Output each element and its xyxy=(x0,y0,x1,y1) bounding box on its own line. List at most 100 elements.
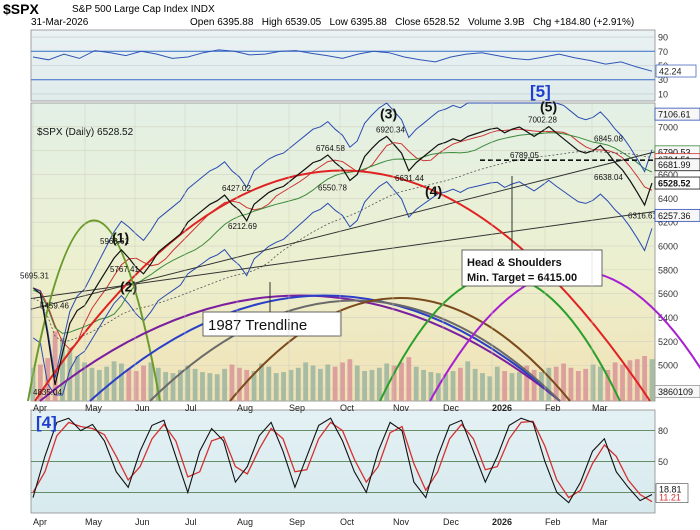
cycle-arc-red xyxy=(34,169,651,402)
price-panel: 4800500052005400560058006000620064006600… xyxy=(20,82,700,402)
volume-bar xyxy=(406,357,412,401)
volume-bar xyxy=(126,368,132,401)
axis-value-label: 6528.52 xyxy=(658,179,691,189)
price-point-label: 5767.41 xyxy=(110,265,139,274)
volume-bar xyxy=(89,367,95,401)
volume-bar xyxy=(236,367,242,401)
x-axis-label: Jul xyxy=(185,403,197,413)
trendline-annotation: 1987 Trendline xyxy=(208,317,307,334)
x-axis-label: Feb xyxy=(545,403,561,413)
volume-bar xyxy=(347,359,353,401)
volume-bar xyxy=(369,369,375,401)
volume-bar xyxy=(332,366,338,401)
volume-bar xyxy=(502,371,508,401)
rsi-tick-label: 10 xyxy=(658,89,668,99)
volume-bar xyxy=(148,362,154,401)
volume-bar xyxy=(185,365,191,401)
volume-bar xyxy=(281,372,286,401)
ma-short-line xyxy=(32,128,653,350)
price-tick-label: 5800 xyxy=(658,265,678,275)
volume-bar xyxy=(340,362,345,401)
volume-bar xyxy=(568,367,574,401)
price-point-label: 5695.31 xyxy=(20,271,49,280)
x-axis-label-bottom: Aug xyxy=(237,517,253,527)
volume-bar xyxy=(458,367,463,401)
cycle-arc-green-left xyxy=(27,219,161,402)
x-axis-label-bottom: Jul xyxy=(185,517,197,527)
volume-bar xyxy=(480,373,485,401)
x-axis-label-bottom: 2026 xyxy=(492,517,512,527)
axis-value-label: 7106.61 xyxy=(658,110,691,120)
rsi-tick-label: 30 xyxy=(658,75,668,85)
volume-bar xyxy=(575,371,581,401)
volume-bar xyxy=(244,369,250,401)
volume-bar xyxy=(634,359,640,401)
volume-bar xyxy=(399,362,404,401)
x-axis-label-bottom: Feb xyxy=(545,517,561,527)
volume-bar xyxy=(141,365,146,401)
volume-bar xyxy=(229,364,235,401)
x-axis-label: Jun xyxy=(135,403,150,413)
stochastic-slow-line xyxy=(32,420,653,503)
x-axis-label: Oct xyxy=(340,403,355,413)
volume-bar xyxy=(266,366,272,401)
volume-bar xyxy=(524,365,530,401)
x-axis-label-bottom: Nov xyxy=(393,517,410,527)
volume-bar xyxy=(583,368,589,401)
volume-bar xyxy=(642,356,648,401)
x-axis-label-bottom: Mar xyxy=(592,517,608,527)
lower-envelope-line xyxy=(32,179,653,396)
symbol: $SPX xyxy=(3,1,39,17)
volume-bar xyxy=(391,365,397,401)
hs-annotation-box xyxy=(461,249,603,287)
volume-bar xyxy=(104,366,110,401)
rsi-panel: 103050709042.24 xyxy=(31,33,697,99)
volume-bar xyxy=(509,373,515,401)
volume-bar xyxy=(303,362,309,401)
x-axis-label: May xyxy=(85,403,103,413)
price-point-label: 4835.04 xyxy=(33,388,62,397)
x-axis-label-bottom: Sep xyxy=(289,517,305,527)
wave-label: (5) xyxy=(540,98,557,114)
price-point-label: 6789.05 xyxy=(510,151,539,160)
x-axis-label: 2026 xyxy=(492,403,512,413)
wave-label: (3) xyxy=(380,105,397,121)
volume-bar xyxy=(273,373,279,401)
volume-bar xyxy=(52,331,58,401)
volume-bar xyxy=(598,366,603,401)
stochastic-last-value-box xyxy=(655,483,689,503)
price-point-label: 6316.61 xyxy=(628,211,657,220)
volume-bar xyxy=(207,373,213,401)
volume-bar xyxy=(222,368,227,401)
price-point-label: 5968.61 xyxy=(100,237,129,246)
axis-value-box xyxy=(654,208,700,222)
price-tick-label: 6400 xyxy=(658,194,678,204)
cycle-arc-brown xyxy=(229,297,571,402)
stochastic-fast-value: 18.81 xyxy=(659,485,682,495)
volume-bar xyxy=(546,367,552,401)
volume-bar xyxy=(200,372,205,401)
volume-bar xyxy=(487,376,493,401)
volume-bar xyxy=(325,364,331,401)
stochastic-fast-line xyxy=(32,417,653,504)
x-axis: Apr Apr May May Jun Jun Jul Jul Aug Aug Sep Sep Oct O… xyxy=(32,103,608,527)
volume-bar xyxy=(450,371,456,401)
x-axis-label: Aug xyxy=(237,403,253,413)
volume-bar xyxy=(317,368,323,401)
hs-annotation-title: Head & Shoulders xyxy=(467,257,562,269)
price-point-label: 5459.46 xyxy=(40,302,69,311)
price-point-label: 6550.78 xyxy=(318,183,347,192)
x-axis-label-bottom: Apr xyxy=(33,517,47,527)
volume-bar xyxy=(472,368,478,401)
x-axis-label: Dec xyxy=(443,403,460,413)
price-point-label: 6920.34 xyxy=(376,125,405,134)
volume-bar xyxy=(177,369,183,401)
volume-bar xyxy=(310,365,316,401)
price-tick-label: 6000 xyxy=(658,242,678,252)
wave-label: (1) xyxy=(112,229,129,245)
volume-bar xyxy=(133,371,139,401)
date: 31-Mar-2026 xyxy=(31,17,89,28)
volume-bar xyxy=(82,362,87,401)
x-axis-label-bottom: Dec xyxy=(443,517,460,527)
stochastic-slow-value: 11.21 xyxy=(659,493,681,503)
